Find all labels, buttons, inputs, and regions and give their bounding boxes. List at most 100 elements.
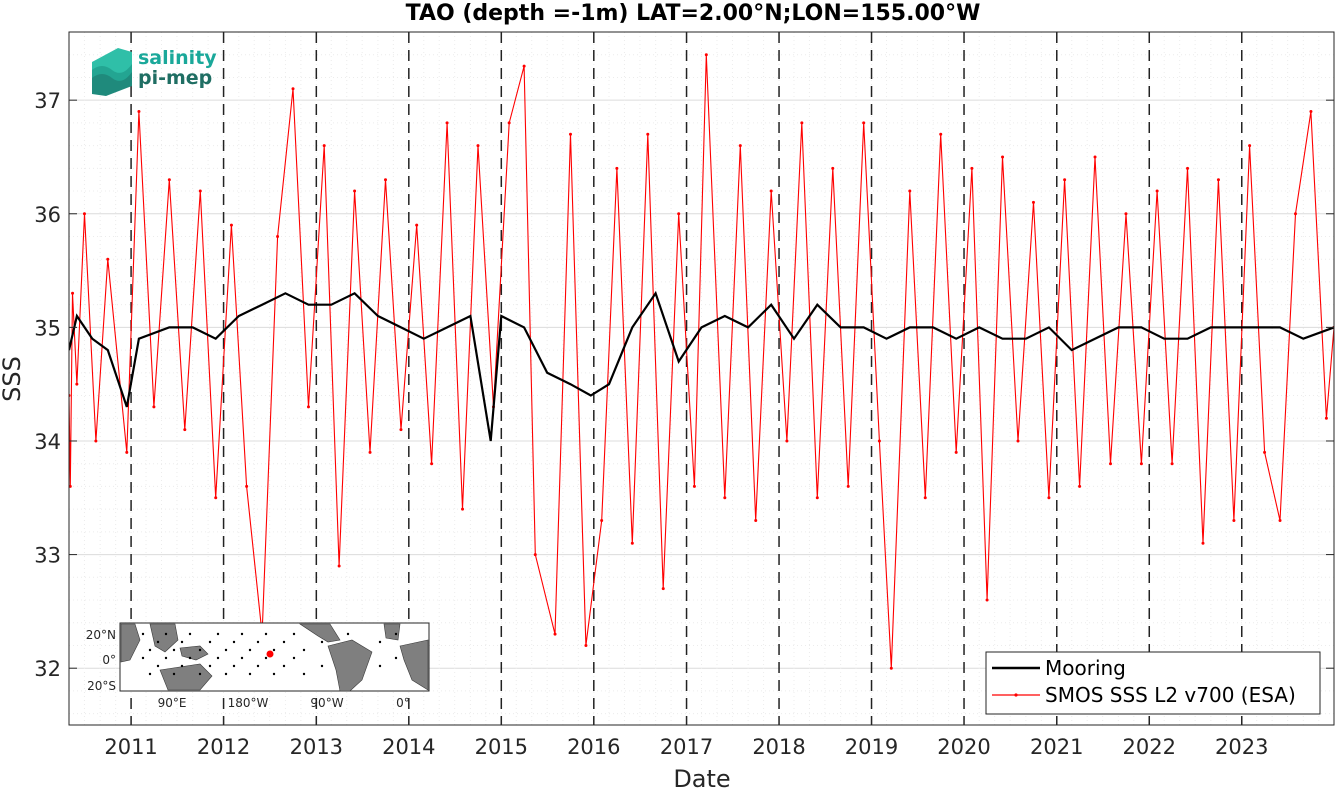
data-point (1108, 462, 1112, 466)
station-dot (216, 632, 220, 636)
grid (69, 32, 1334, 725)
data-point (815, 496, 819, 500)
station-dot (232, 640, 236, 644)
station-dot (292, 656, 296, 660)
data-point (1124, 212, 1128, 216)
series-smos (69, 53, 1334, 670)
legend-marker-smos (1014, 693, 1018, 697)
station-dot (240, 632, 244, 636)
inset-lat-label-20n: 20°N (86, 628, 116, 642)
data-point (1016, 439, 1020, 443)
plot-area-frame (68, 31, 1335, 726)
selected-station-marker (266, 650, 274, 658)
station-dot (256, 640, 260, 644)
data-point (646, 132, 650, 136)
data-point (183, 428, 187, 432)
data-point (1232, 519, 1236, 523)
station-dot (172, 672, 176, 676)
chart-title: TAO (depth =-1m) LAT=2.00°N;LON=155.00°W (406, 1, 981, 26)
station-dot (378, 640, 382, 644)
data-point (1216, 178, 1220, 182)
station-dot (248, 648, 252, 652)
x-tick-label: 2022 (1123, 735, 1176, 759)
data-point (661, 587, 665, 591)
x-tick-label: 2021 (1030, 735, 1083, 759)
data-point (368, 450, 372, 454)
station-dot (198, 648, 202, 652)
station-dot (302, 648, 306, 652)
data-point (889, 666, 893, 670)
year-boundary-lines (130, 32, 1243, 725)
inset-lon-label-90w: 90°W (310, 696, 343, 710)
data-point (846, 484, 850, 488)
data-point (1186, 166, 1190, 170)
data-point (476, 144, 480, 148)
data-point (923, 496, 927, 500)
station-dot (180, 664, 184, 668)
x-tick-label: 2014 (382, 735, 435, 759)
x-tick-label: 2023 (1215, 735, 1268, 759)
land-shape (149, 623, 179, 653)
data-point (1047, 496, 1051, 500)
x-tick-label: 2016 (567, 735, 620, 759)
station-dot (180, 640, 184, 644)
data-point (553, 632, 557, 636)
data-point (69, 484, 72, 488)
station-dot (248, 672, 252, 676)
station-dot (188, 632, 192, 636)
station-dot (164, 632, 168, 636)
series-line (69, 290, 1334, 442)
data-point (1293, 212, 1297, 216)
data-point (1031, 200, 1035, 204)
x-tick-label: 2019 (845, 735, 898, 759)
data-point (1201, 541, 1205, 545)
data-point (507, 121, 511, 125)
data-point (568, 132, 572, 136)
logo-text-pi-mep: pi-mep (138, 67, 212, 89)
data-point (384, 178, 388, 182)
inset-lon-label-0: 0° (396, 696, 410, 710)
data-point (522, 64, 526, 68)
data-point (1155, 189, 1159, 193)
y-axis-ticks: 32 33 34 35 36 37 (34, 89, 1334, 681)
x-tick-label: 2015 (475, 735, 528, 759)
x-tick-label: 2020 (937, 735, 990, 759)
station-dot (141, 632, 145, 636)
land-shape (383, 623, 401, 641)
y-tick-label: 33 (34, 544, 61, 568)
station-dot (264, 632, 268, 636)
legend-label-mooring: Mooring (1045, 656, 1126, 680)
data-point (769, 189, 773, 193)
land-shape (399, 639, 429, 691)
station-dot (198, 672, 202, 676)
data-point (399, 428, 403, 432)
inset-lon-label-180w: 180°W (228, 696, 269, 710)
data-point (445, 121, 449, 125)
data-point (137, 110, 141, 114)
data-point (1139, 462, 1143, 466)
station-dot (282, 640, 286, 644)
station-dot (320, 664, 324, 668)
station-dot (156, 664, 160, 668)
station-dot (272, 672, 276, 676)
data-point (692, 484, 696, 488)
y-tick-label: 32 (34, 657, 61, 681)
data-point (1078, 484, 1082, 488)
station-dot (156, 640, 160, 644)
data-point (461, 507, 465, 511)
station-dot (256, 664, 260, 668)
data-point (1309, 110, 1313, 114)
station-dot (208, 640, 212, 644)
data-point (106, 257, 110, 261)
data-point (306, 405, 310, 409)
land-shape (299, 623, 341, 643)
data-point (831, 166, 835, 170)
x-axis-label: Date (673, 765, 730, 790)
data-point (1001, 155, 1005, 159)
station-dot (148, 648, 152, 652)
x-axis-ticks: 2011 2012 2013 2014 2015 2016 2017 2018 2019 2020… (104, 717, 1268, 759)
data-point (939, 132, 943, 136)
x-tick-label: 2013 (290, 735, 343, 759)
data-point (167, 178, 171, 182)
